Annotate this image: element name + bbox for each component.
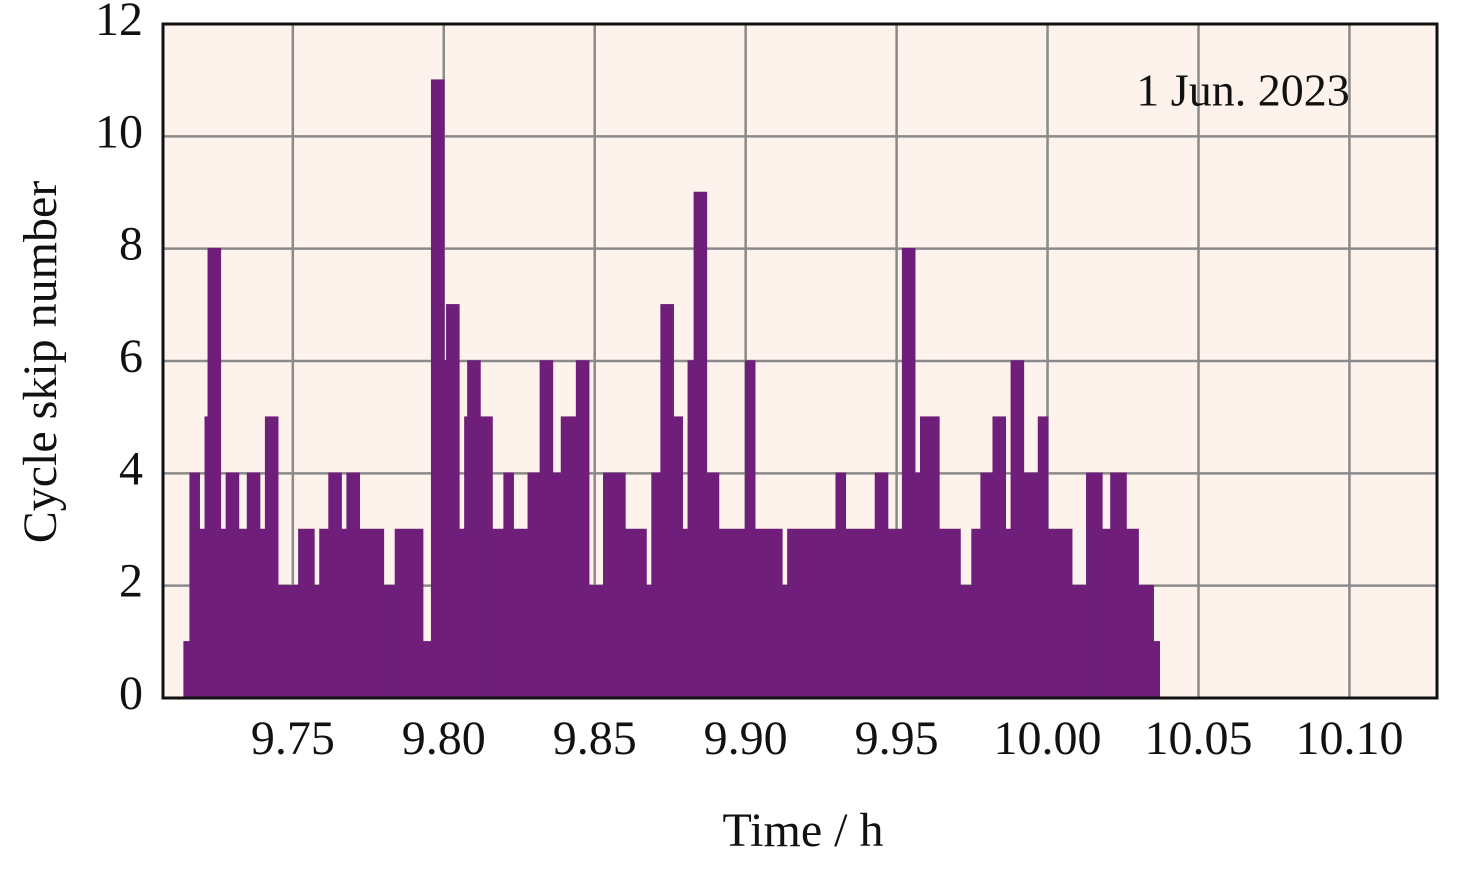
x-tick-label: 10.00 <box>994 712 1102 765</box>
step-bar <box>992 416 1007 699</box>
step-bar <box>681 528 690 699</box>
step-bar <box>844 528 877 699</box>
step-bar <box>1022 472 1040 699</box>
y-tick-label: 4 <box>119 442 143 495</box>
step-bar <box>603 472 626 699</box>
step-bar <box>938 528 961 699</box>
step-bar <box>920 416 940 699</box>
step-bar <box>246 472 261 699</box>
step-bar <box>298 528 315 699</box>
step-bar <box>660 304 674 699</box>
step-bar <box>560 416 578 699</box>
step-bar <box>219 528 228 699</box>
step-bar <box>346 472 360 699</box>
step-bar <box>313 584 321 699</box>
x-axis-label: Time / h <box>723 804 884 857</box>
step-bar <box>421 641 433 699</box>
step-bar <box>237 528 249 699</box>
step-bar <box>1086 472 1103 699</box>
step-bar <box>787 528 837 699</box>
step-bar <box>512 528 530 699</box>
step-bar <box>503 472 514 699</box>
step-bar <box>1046 528 1073 699</box>
step-bar <box>717 528 747 699</box>
step-bar <box>539 360 554 699</box>
step-bar <box>340 528 348 699</box>
step-bar <box>835 472 847 699</box>
step-bar <box>183 641 191 699</box>
step-bar <box>189 472 200 699</box>
step-bar <box>744 360 756 699</box>
step-bar <box>959 584 973 699</box>
x-tick-label: 10.05 <box>1145 712 1253 765</box>
y-tick-label: 0 <box>119 667 143 720</box>
step-bar <box>672 416 684 699</box>
plot-frame <box>161 22 1439 700</box>
step-bar <box>258 528 267 699</box>
step-bar <box>446 304 460 699</box>
marks <box>161 22 1439 700</box>
step-bar <box>479 416 493 699</box>
x-tick-label: 9.75 <box>251 712 335 765</box>
x-tick-label: 9.85 <box>553 712 637 765</box>
step-bar <box>587 584 605 699</box>
step-bar <box>276 584 300 699</box>
step-bar <box>874 472 889 699</box>
step-bar <box>430 79 445 699</box>
step-bar <box>1004 528 1013 699</box>
y-tick-label: 2 <box>119 555 143 608</box>
step-bar <box>693 191 708 699</box>
step-bar <box>971 528 982 699</box>
step-bar <box>198 528 207 699</box>
step-bar <box>781 584 789 699</box>
x-tick-label: 9.80 <box>402 712 486 765</box>
step-bar <box>687 360 696 699</box>
step-bar <box>886 528 904 699</box>
step-bar <box>225 472 240 699</box>
y-tick-label: 6 <box>119 330 143 383</box>
x-tick-label: 9.90 <box>704 712 788 765</box>
y-axis-label: Cycle skip number <box>14 181 67 544</box>
y-tick-label: 8 <box>119 218 143 271</box>
step-bar <box>491 528 505 699</box>
step-bar <box>753 528 783 699</box>
step-bar <box>980 472 994 699</box>
step-bar <box>705 472 720 699</box>
x-tick-label: 10.10 <box>1295 712 1403 765</box>
step-bar <box>1101 528 1112 699</box>
step-bar <box>1125 528 1139 699</box>
y-tick-label: 10 <box>95 105 143 158</box>
y-tick-label: 12 <box>95 0 143 46</box>
step-bar <box>319 528 330 699</box>
step-bar <box>358 528 385 699</box>
step-bar <box>913 472 922 699</box>
step-bar <box>624 528 647 699</box>
step-bar <box>1137 584 1154 699</box>
step-bar <box>467 360 481 699</box>
step-bar <box>901 247 916 699</box>
step-bar <box>328 472 342 699</box>
step-bar <box>1010 360 1025 699</box>
x-tick-label: 9.95 <box>855 712 939 765</box>
step-bar <box>1152 641 1161 699</box>
step-bar <box>527 472 542 699</box>
step-bar <box>1070 584 1088 699</box>
step-bar <box>645 584 653 699</box>
step-bar <box>458 528 466 699</box>
step-bar <box>394 528 424 699</box>
annotation: 1 Jun. 2023 <box>1136 65 1349 116</box>
step-bar <box>1037 416 1049 699</box>
step-bar <box>551 472 563 699</box>
step-bar <box>1110 472 1127 699</box>
step-bar <box>207 247 222 699</box>
step-bar <box>264 416 279 699</box>
step-bar <box>382 584 397 699</box>
step-bar <box>575 360 590 699</box>
step-bar <box>651 472 662 699</box>
